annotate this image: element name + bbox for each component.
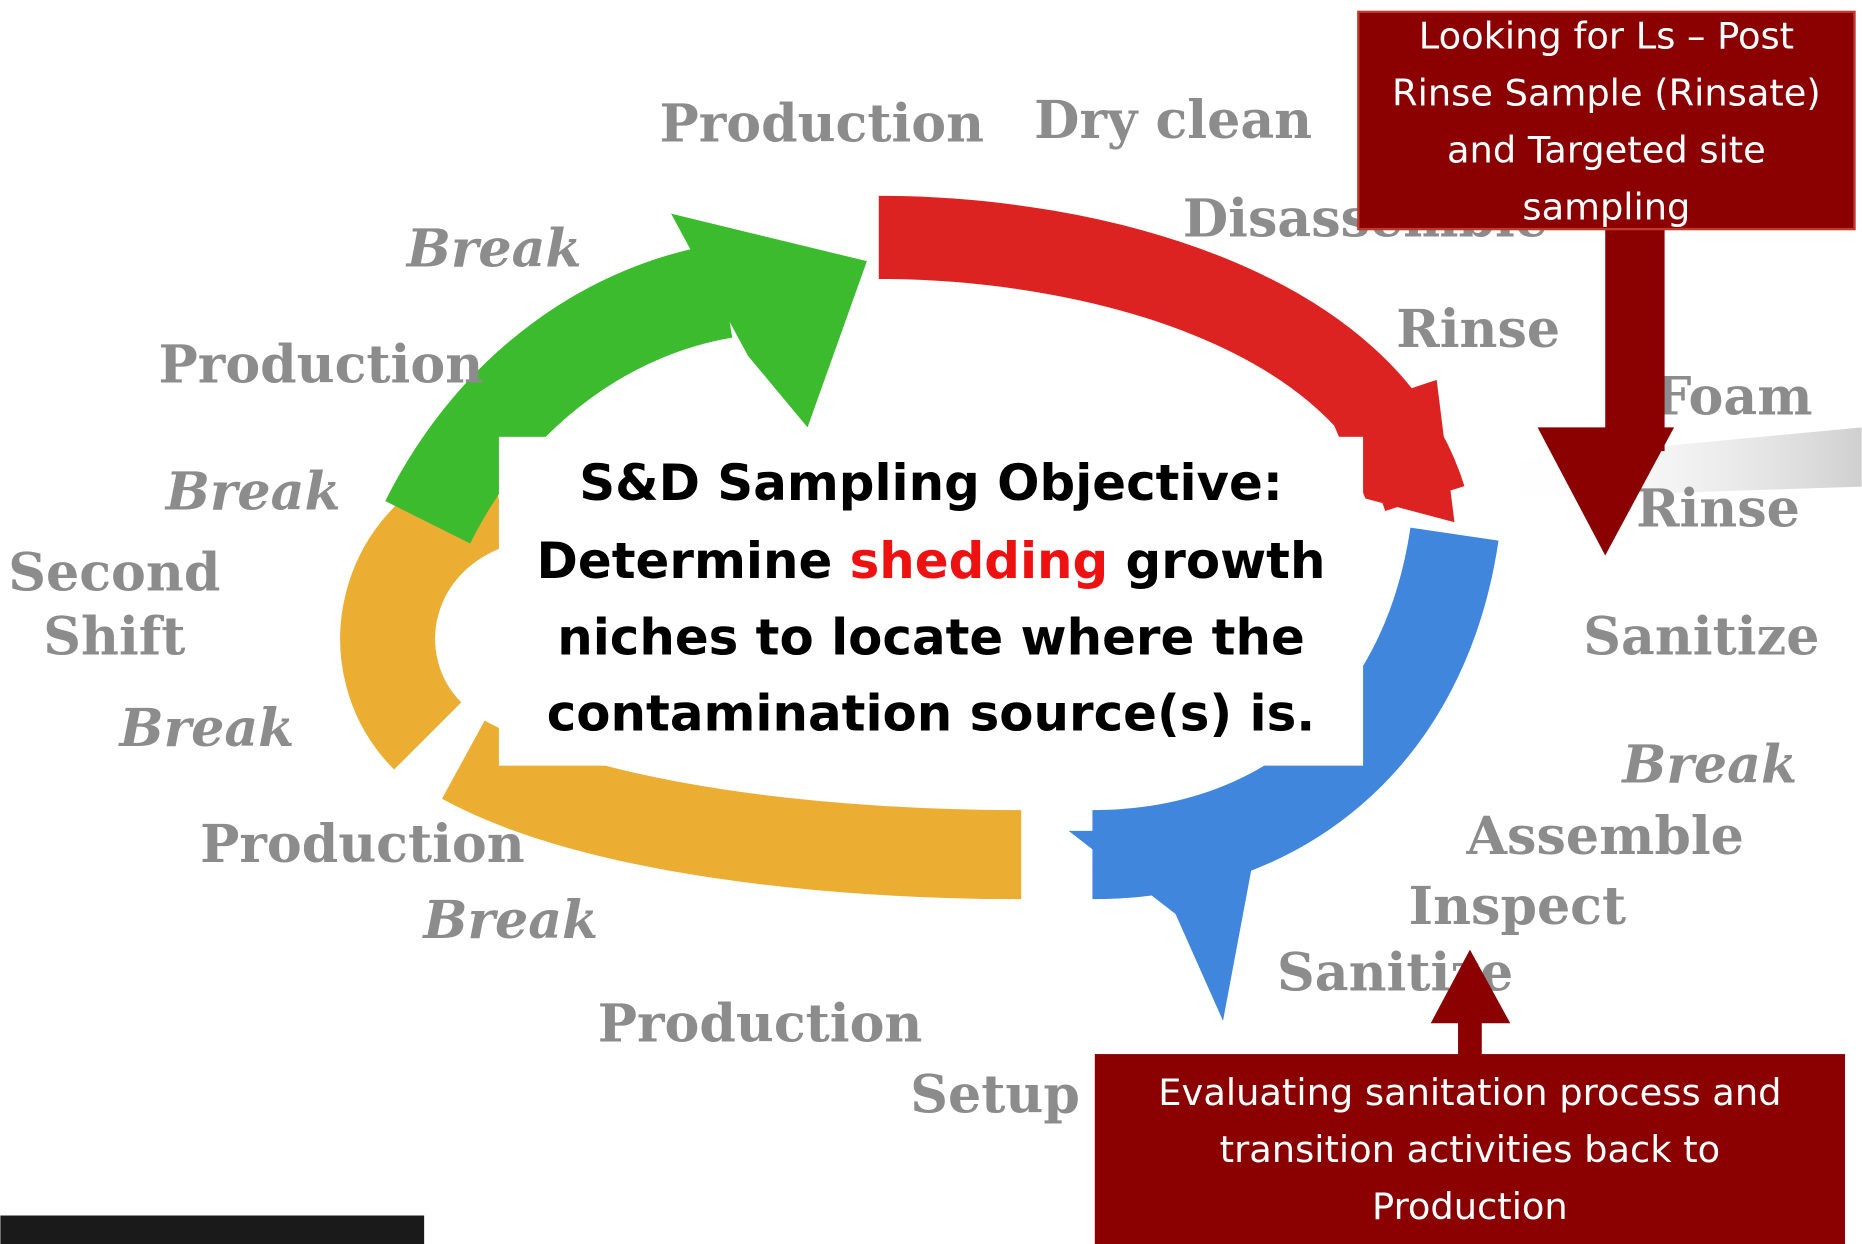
callout-text: Production (1372, 1185, 1568, 1228)
callout-text: transition activities back to (1220, 1128, 1720, 1171)
step-label: Second (8, 542, 220, 603)
objective-title: S&D Sampling Objective: (579, 454, 1283, 512)
step-label: Dry clean (1034, 90, 1312, 151)
objective-highlight: shedding (850, 531, 1109, 589)
step-label: Setup (910, 1065, 1080, 1126)
step-label: Rinse (1636, 478, 1800, 539)
objective-text: Determine (537, 531, 833, 589)
callout-text: sampling (1522, 185, 1690, 228)
objective-text: growth (1126, 531, 1326, 589)
step-label: Production (159, 335, 484, 396)
step-label: Sanitize (1583, 606, 1819, 667)
step-label: Inspect (1409, 876, 1626, 937)
objective-line: contamination source(s) is. (547, 684, 1315, 742)
objective-line: niches to locate where the (557, 608, 1305, 666)
down-arrow-shaft (1605, 226, 1664, 452)
callout-text: Looking for Ls – Post (1419, 14, 1794, 57)
step-label: Production (200, 814, 525, 875)
step-label: Shift (43, 606, 185, 667)
slide: S&D Sampling Objective: Determine sheddi… (0, 0, 1862, 1244)
break-label: Break (117, 698, 294, 759)
step-label: Foam (1654, 367, 1812, 428)
callout-text: Rinse Sample (Rinsate) (1392, 71, 1821, 114)
break-label: Break (405, 218, 582, 279)
step-label: Rinse (1396, 299, 1560, 360)
step-label: Assemble (1466, 806, 1744, 867)
break-label: Break (1620, 735, 1797, 796)
callout-text: Evaluating sanitation process and (1158, 1071, 1781, 1114)
break-label: Break (421, 890, 598, 951)
step-label: Production (598, 993, 923, 1054)
step-label: Production (659, 94, 984, 155)
footer-bar (0, 1216, 424, 1244)
callout-text: and Targeted site (1447, 128, 1766, 171)
break-label: Break (164, 462, 341, 523)
objective-line: Determine shedding growth (537, 531, 1326, 589)
